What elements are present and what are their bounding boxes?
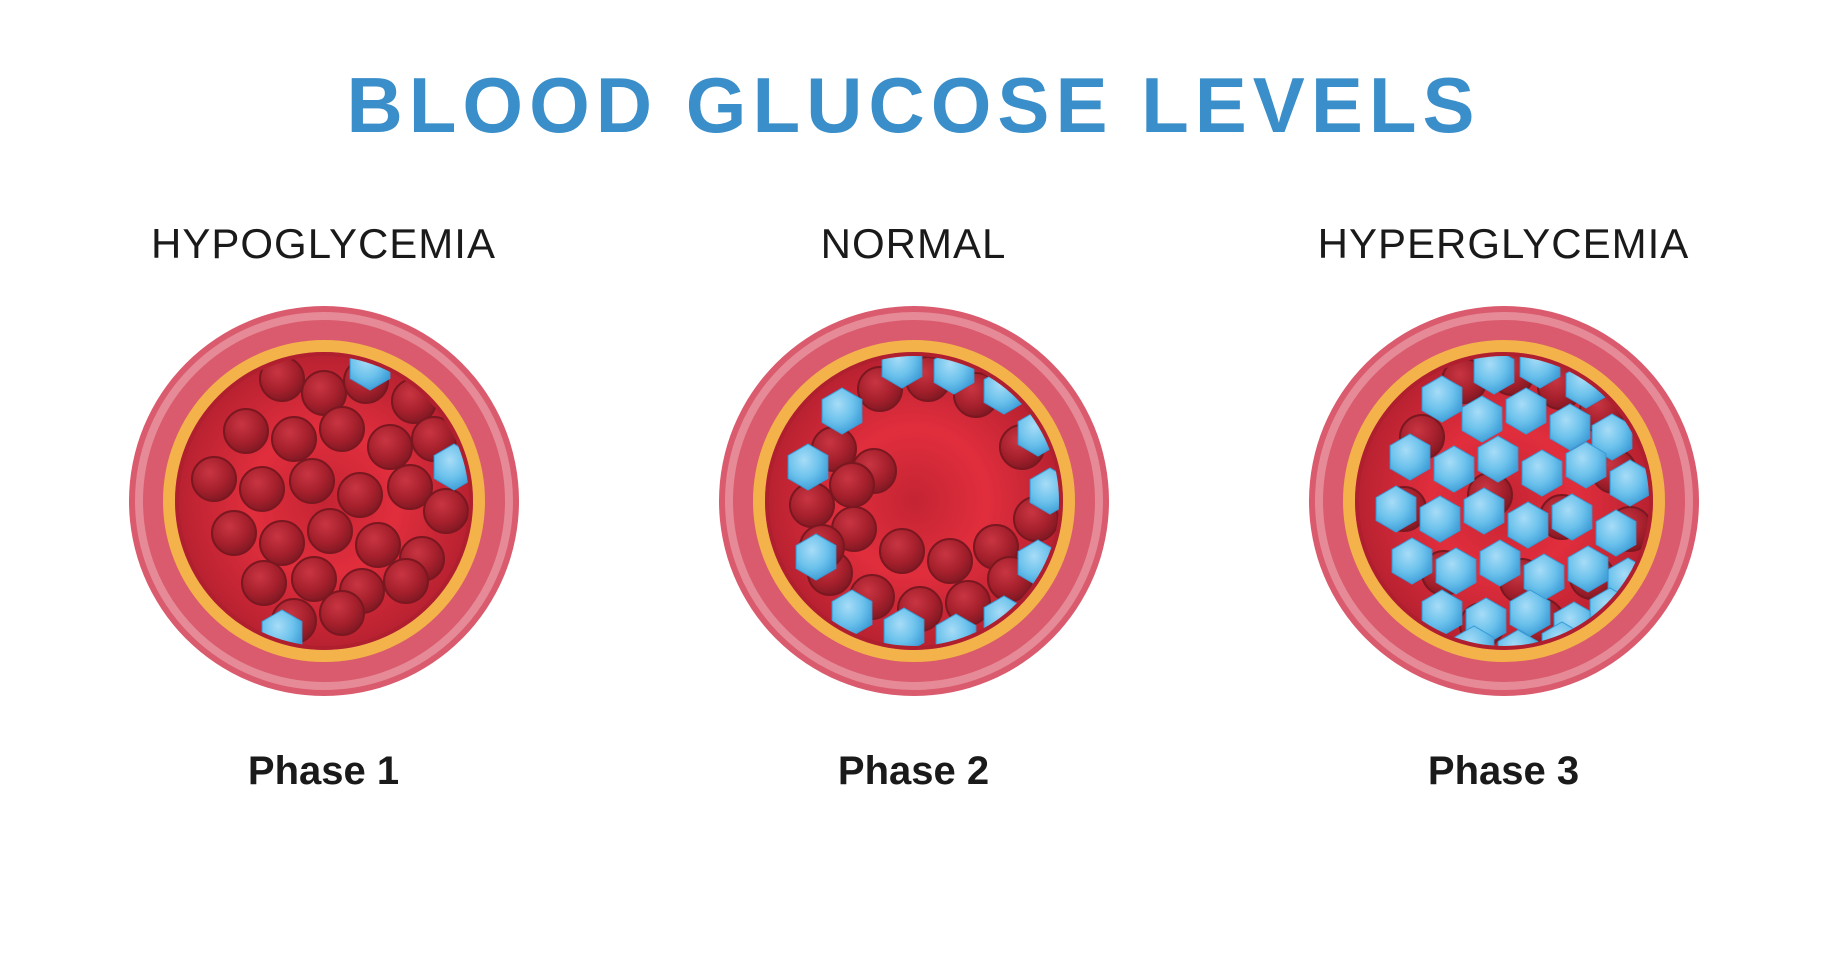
red-blood-cell <box>260 521 304 565</box>
red-blood-cell <box>368 425 412 469</box>
red-blood-cell <box>272 417 316 461</box>
red-blood-cell <box>830 463 874 507</box>
panel-title-hypo: HYPOGLYCEMIA <box>151 220 496 268</box>
phase-label-normal: Phase 2 <box>838 749 989 794</box>
red-blood-cell <box>240 467 284 511</box>
vessel-wrap-hyper <box>1289 286 1719 721</box>
red-blood-cell <box>320 591 364 635</box>
red-blood-cell <box>928 539 972 583</box>
red-blood-cell <box>384 559 428 603</box>
red-blood-cell <box>192 457 236 501</box>
panel-title-normal: NORMAL <box>821 220 1007 268</box>
red-blood-cell <box>320 407 364 451</box>
blood-vessel-hyper <box>1289 286 1719 716</box>
phase-label-hypo: Phase 1 <box>248 749 399 794</box>
phase-label-hyper: Phase 3 <box>1428 749 1579 794</box>
red-blood-cell <box>356 523 400 567</box>
red-blood-cell <box>224 409 268 453</box>
vessel-wrap-hypo <box>109 286 539 721</box>
red-blood-cell <box>880 529 924 573</box>
vessel-wrap-normal <box>699 286 1129 721</box>
panels-row: HYPOGLYCEMIA Phase 1 NORMAL Phase 2 HYPERGLY… <box>0 220 1827 794</box>
main-title: BLOOD GLUCOSE LEVELS <box>0 60 1827 151</box>
panel-hyper: HYPERGLYCEMIA Phase 3 <box>1289 220 1719 794</box>
blood-vessel-hypo <box>109 286 539 716</box>
red-blood-cell <box>790 483 834 527</box>
infographic-canvas: BLOOD GLUCOSE LEVELS HYPOGLYCEMIA Phase 1… <box>0 0 1827 980</box>
panel-normal: NORMAL Phase 2 <box>699 220 1129 794</box>
red-blood-cell <box>290 459 334 503</box>
red-blood-cell <box>242 561 286 605</box>
red-blood-cell <box>424 489 468 533</box>
panel-title-hyper: HYPERGLYCEMIA <box>1318 220 1690 268</box>
red-blood-cell <box>212 511 256 555</box>
panel-hypo: HYPOGLYCEMIA Phase 1 <box>109 220 539 794</box>
red-blood-cell <box>308 509 352 553</box>
blood-vessel-normal <box>699 286 1129 716</box>
red-blood-cell <box>338 473 382 517</box>
